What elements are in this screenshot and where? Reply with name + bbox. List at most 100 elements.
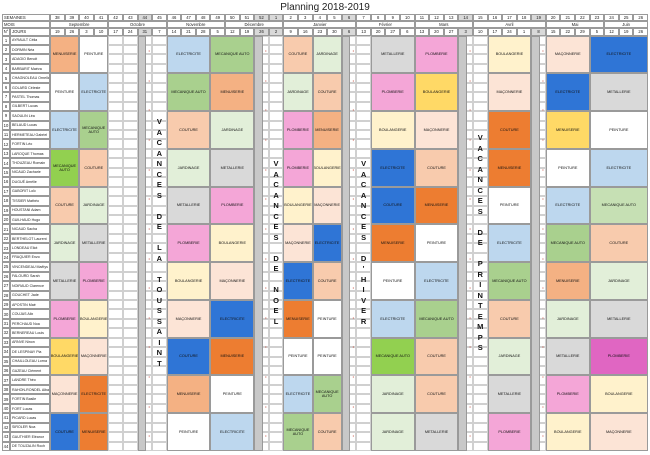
grid-cell xyxy=(152,262,167,272)
grid-cell xyxy=(268,384,284,395)
grid-cell xyxy=(268,45,284,55)
grid-cell xyxy=(356,403,371,414)
vacation-letter xyxy=(275,275,277,286)
holiday-dot: • xyxy=(469,77,471,83)
student-name: ARNVE Ninon xyxy=(10,337,50,348)
grid-cell xyxy=(122,347,138,357)
grid-cell xyxy=(152,111,167,121)
holiday-dot: • xyxy=(148,314,150,320)
grid-cell xyxy=(472,432,488,442)
holiday-dot: • xyxy=(265,285,267,291)
student-number: 13 xyxy=(2,148,10,159)
student-number: 32 xyxy=(2,328,10,338)
day-number: 13 xyxy=(356,28,371,36)
day-number: 5 xyxy=(589,28,605,36)
grid-cell xyxy=(108,139,123,149)
day-number: 17 xyxy=(487,28,503,36)
grid-cell xyxy=(356,92,371,102)
grid-cell xyxy=(152,224,167,234)
grid-cell xyxy=(472,309,488,319)
grid-cell xyxy=(122,413,138,423)
day-number: 24 xyxy=(122,28,138,36)
student-number: 26 xyxy=(2,271,10,282)
grid-cell xyxy=(108,432,123,442)
activity-block: COUTURE xyxy=(50,413,80,451)
grid-cell xyxy=(122,158,138,168)
holiday-dot: • xyxy=(352,225,355,231)
grid-cell xyxy=(122,328,138,338)
holiday-dot: • xyxy=(352,344,355,350)
grid-cell xyxy=(268,252,284,263)
vacation-letter: D xyxy=(477,227,483,237)
grid-cell xyxy=(472,347,488,357)
grid-cell xyxy=(472,271,488,282)
student-number: 37 xyxy=(2,375,10,385)
vacation-strip xyxy=(531,35,541,451)
grid-cell xyxy=(472,120,488,130)
day-number: 5 xyxy=(210,28,226,36)
activity-block: ELECTRICITE xyxy=(370,299,415,338)
grid-cell xyxy=(122,148,138,159)
grid-cell xyxy=(268,347,284,357)
holiday-dot: • xyxy=(542,166,544,172)
holiday-dot: • xyxy=(148,136,150,142)
vacation-letter: C xyxy=(360,180,367,190)
week-number: 7 xyxy=(356,14,371,22)
activity-block: BOULANGERIE xyxy=(487,35,532,74)
grid-cell xyxy=(268,233,284,244)
student-name: GUILHAUD Hugo xyxy=(10,214,50,225)
activity-block: PEINTURE xyxy=(414,224,459,263)
holiday-dot: • xyxy=(542,374,544,380)
grid-cell xyxy=(356,252,371,263)
grid-cell xyxy=(356,309,371,319)
vacation-letter xyxy=(275,243,277,254)
activity-block: PLOMBERIE xyxy=(414,35,459,74)
vacation-letter: S xyxy=(156,190,162,200)
grid-cell xyxy=(122,366,138,376)
activity-block: MENUISERIE xyxy=(487,148,532,187)
week-number: 47 xyxy=(181,14,196,22)
grid-cell xyxy=(122,45,138,55)
grid-cell xyxy=(356,186,371,197)
vacation-letter: D xyxy=(273,253,279,263)
student-number: 23 xyxy=(2,243,10,253)
vacation-letter: C xyxy=(273,211,279,221)
grid-cell xyxy=(356,394,371,404)
student-name: GOUCHET Jade xyxy=(10,290,50,300)
grid-cell xyxy=(152,347,167,357)
student-number: 39 xyxy=(2,394,10,404)
grid-cell xyxy=(268,82,284,93)
grid-cell xyxy=(268,328,284,338)
student-number: 5 xyxy=(2,73,10,83)
grid-cell xyxy=(472,139,488,149)
grid-cell xyxy=(268,281,284,291)
grid-cell xyxy=(122,196,138,206)
day-number: 9 xyxy=(283,28,298,36)
activity-block: BOULANGERIE xyxy=(50,337,80,376)
student-number: 27 xyxy=(2,281,10,291)
month-label: Décembre xyxy=(225,21,284,29)
student-name: VINCENDEAU Maëlys xyxy=(10,262,50,272)
vacation-letter: S xyxy=(273,232,279,242)
week-number: 21 xyxy=(560,14,576,22)
activity-block: ELECTRICITE xyxy=(283,375,313,414)
activity-block: MECANIQUE AUTO xyxy=(545,224,590,263)
day-number: 19 xyxy=(239,28,255,36)
grid-cell xyxy=(356,328,371,338)
activity-block: MECANIQUE AUTO xyxy=(210,35,255,74)
month-label: Février xyxy=(356,21,415,29)
day-number: 29 xyxy=(575,28,590,36)
student-name: ADAGIO Benoit xyxy=(10,54,50,64)
grid-cell xyxy=(108,148,123,159)
month-label: Juin xyxy=(604,21,648,29)
grid-cell xyxy=(152,299,167,310)
holiday-dot: • xyxy=(352,77,355,83)
day-number: 26 xyxy=(64,28,80,36)
grid-cell xyxy=(108,130,123,140)
grid-cell xyxy=(472,384,488,395)
activity-block: METALLERIE xyxy=(414,413,459,451)
vacation-letter: E xyxy=(361,306,367,316)
holiday-dot: • xyxy=(352,107,355,113)
activity-block: MECANIQUE AUTO xyxy=(370,337,415,376)
grid-cell xyxy=(108,271,123,282)
